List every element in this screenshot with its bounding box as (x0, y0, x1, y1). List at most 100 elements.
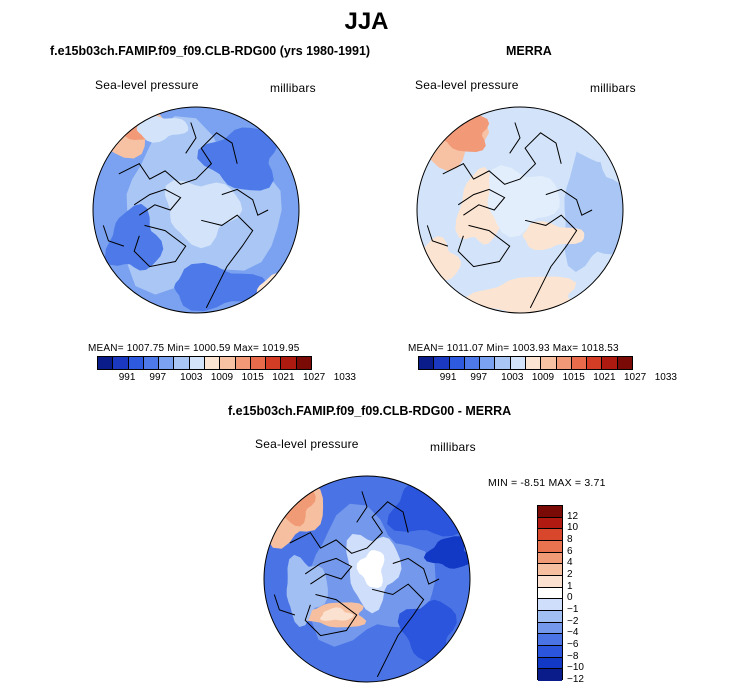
difference-stats: MIN = -8.51 MAX = 3.71 (488, 477, 606, 489)
colorbar-swatch (538, 610, 562, 623)
merra-units-label: millibars (590, 81, 636, 95)
pressure-contour-region (164, 180, 243, 249)
colorbar-tick-label: 1021 (593, 372, 616, 383)
colorbar-tick-label: 1003 (501, 372, 524, 383)
colorbar-swatch (538, 552, 562, 565)
colorbar-tick-label: −10 (567, 662, 584, 674)
colorbar-swatch (538, 506, 562, 518)
colorbar-tick-label: 1033 (333, 372, 356, 383)
colorbar-swatch (538, 587, 562, 600)
colorbar-swatch (617, 357, 632, 369)
colorbar-swatch (449, 357, 465, 369)
colorbar-swatch (113, 357, 129, 369)
colorbar-tick-label: 6 (567, 545, 573, 557)
colorbar-tick-label: 991 (118, 372, 136, 383)
colorbar-tick-label: 8 (567, 534, 573, 545)
pressure-contour-region (487, 165, 560, 238)
colorbar-swatch (538, 529, 562, 541)
colorbar-swatch (434, 357, 450, 369)
pressure-contour-region (197, 127, 279, 191)
coastline (426, 122, 593, 309)
colorbar-swatch (538, 599, 562, 611)
difference-map (263, 475, 471, 683)
merra-map (416, 106, 624, 314)
colorbar-swatch (419, 357, 435, 369)
colorbar-tick-label: 1015 (562, 372, 585, 383)
colorbar-swatch (602, 357, 618, 369)
difference-units-label: millibars (430, 440, 476, 454)
colorbar-swatch (266, 357, 282, 369)
colorbar-tick-label: 1027 (624, 372, 647, 383)
model-stats: MEAN= 1007.75 Min= 1000.59 Max= 1019.95 (88, 343, 300, 354)
colorbar-tick-label: 1027 (303, 372, 326, 383)
colorbar-tick-label: −6 (567, 639, 579, 650)
colorbar-tick-label: −4 (567, 627, 579, 639)
model-map (92, 106, 300, 314)
colorbar-swatch (174, 357, 190, 369)
merra-variable-label: Sea-level pressure (415, 78, 519, 92)
colorbar-swatch (189, 357, 205, 369)
colorbar-swatch (98, 357, 114, 369)
colorbar-swatch (250, 357, 267, 369)
colorbar-swatch (538, 517, 562, 530)
difference-colorbar (537, 505, 563, 681)
coastline (273, 491, 440, 678)
colorbar-swatch (538, 645, 562, 658)
colorbar-tick-label: 1021 (272, 372, 295, 383)
difference-panel-title: f.e15b03ch.FAMIP.f09_f09.CLB-RDG00 - MER… (228, 404, 512, 418)
colorbar-tick-label: 1009 (531, 372, 555, 383)
colorbar-tick-label: 12 (567, 510, 579, 522)
colorbar-swatch (281, 357, 297, 369)
colorbar-tick-label: 2 (567, 569, 573, 580)
colorbar-swatch (510, 357, 526, 369)
colorbar-swatch (296, 357, 311, 369)
pressure-contour-region (136, 113, 189, 143)
colorbar-tick-label: −12 (567, 674, 584, 685)
difference-variable-label: Sea-level pressure (255, 437, 359, 451)
colorbar-tick-label: 1015 (241, 372, 264, 383)
colorbar-tick-label: −1 (567, 604, 579, 615)
colorbar-tick-label: 997 (470, 372, 488, 383)
colorbar-swatch (538, 669, 562, 681)
colorbar-swatch (538, 634, 562, 646)
colorbar-swatch (571, 357, 588, 369)
colorbar-swatch (204, 357, 221, 369)
merra-panel-title: MERRA (506, 44, 552, 58)
colorbar-tick-label: 1003 (180, 372, 203, 383)
colorbar-swatch (525, 357, 542, 369)
colorbar-swatch (235, 357, 251, 369)
merra-colorbar (418, 356, 633, 370)
colorbar-swatch (538, 657, 562, 670)
model-units-label: millibars (270, 81, 316, 95)
colorbar-swatch (220, 357, 236, 369)
colorbar-swatch (541, 357, 557, 369)
colorbar-swatch (128, 357, 144, 369)
pressure-contour-region (423, 536, 470, 569)
colorbar-swatch (587, 357, 603, 369)
merra-stats: MEAN= 1011.07 Min= 1003.93 Max= 1018.53 (408, 343, 619, 354)
coastline (102, 122, 269, 309)
colorbar-swatch (159, 357, 175, 369)
colorbar-swatch (143, 357, 160, 369)
colorbar-tick-label: 991 (439, 372, 457, 383)
colorbar-swatch (538, 540, 562, 553)
colorbar-swatch (480, 357, 496, 369)
colorbar-tick-label: −8 (567, 650, 579, 662)
pressure-contour-region (320, 607, 354, 621)
colorbar-swatch (556, 357, 572, 369)
colorbar-swatch (538, 622, 562, 635)
colorbar-tick-label: 10 (567, 522, 579, 534)
pressure-contour-region (104, 203, 164, 271)
page-title: JJA (344, 8, 389, 35)
colorbar-swatch (538, 575, 562, 588)
colorbar-tick-label: 4 (567, 557, 573, 569)
pressure-contour-region (286, 554, 328, 627)
colorbar-swatch (464, 357, 481, 369)
model-colorbar (97, 356, 312, 370)
colorbar-swatch (495, 357, 511, 369)
pressure-contour-region (174, 262, 267, 312)
colorbar-tick-label: 1009 (210, 372, 234, 383)
colorbar-swatch (538, 564, 562, 576)
model-panel-title: f.e15b03ch.FAMIP.f09_f09.CLB-RDG00 (yrs … (50, 44, 371, 58)
colorbar-tick-label: 997 (149, 372, 167, 383)
